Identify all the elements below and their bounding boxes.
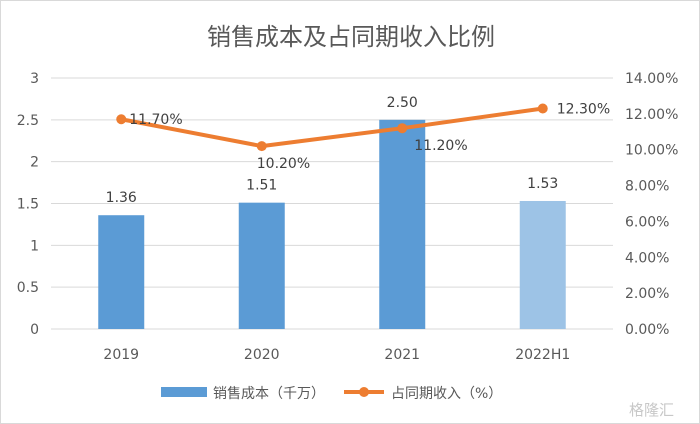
bar-label: 1.53 (527, 176, 558, 192)
legend-bar-swatch (161, 387, 207, 397)
y-left-tick: 0.5 (17, 280, 39, 296)
y-right-tick: 6.00% (625, 214, 669, 230)
y-left-tick: 3 (30, 71, 39, 87)
y-right-tick: 14.00% (625, 71, 678, 87)
y-right-tick: 12.00% (625, 107, 678, 123)
y-right-tick: 4.00% (625, 250, 669, 266)
y-right-tick: 10.00% (625, 143, 678, 159)
x-tick: 2022H1 (515, 347, 570, 363)
y-left-tick: 0 (30, 322, 39, 338)
bar-label: 1.51 (246, 178, 277, 194)
line-point-2020 (256, 141, 267, 152)
bar-label: 2.50 (387, 95, 418, 111)
line-label: 12.30% (557, 101, 610, 117)
x-tick: 2020 (244, 347, 280, 363)
line-label: 10.20% (257, 156, 310, 172)
y-right-tick: 8.00% (625, 179, 669, 195)
x-tick: 2019 (103, 347, 139, 363)
bar-2021 (379, 119, 426, 329)
line-series (120, 106, 544, 149)
bar-2020 (238, 202, 285, 329)
y-left-tick: 2 (30, 155, 39, 171)
legend-line-marker (359, 387, 369, 397)
y-left-tick: 2.5 (17, 113, 39, 129)
bar-2022H1 (519, 200, 566, 329)
line-label: 11.70% (129, 112, 182, 128)
legend-bar-label: 销售成本（千万） (213, 386, 325, 402)
line-point-2019 (116, 114, 127, 125)
bar-label: 1.36 (106, 190, 137, 206)
y-left-tick: 1 (30, 238, 39, 254)
chart-title: 销售成本及占同期收入比例 (207, 23, 495, 51)
x-tick: 2021 (384, 347, 420, 363)
bar-2019 (98, 215, 145, 329)
line-point-2022H1 (537, 103, 548, 114)
y-left-tick: 1.5 (17, 197, 39, 213)
y-right-tick: 2.00% (625, 286, 669, 302)
y-right-tick: 0.00% (625, 322, 669, 338)
line-label: 11.20% (414, 138, 467, 154)
legend-line-label: 占同期收入（%） (391, 386, 502, 402)
watermark-logo: 格隆汇 (629, 401, 674, 419)
line-point-2021 (397, 123, 408, 134)
